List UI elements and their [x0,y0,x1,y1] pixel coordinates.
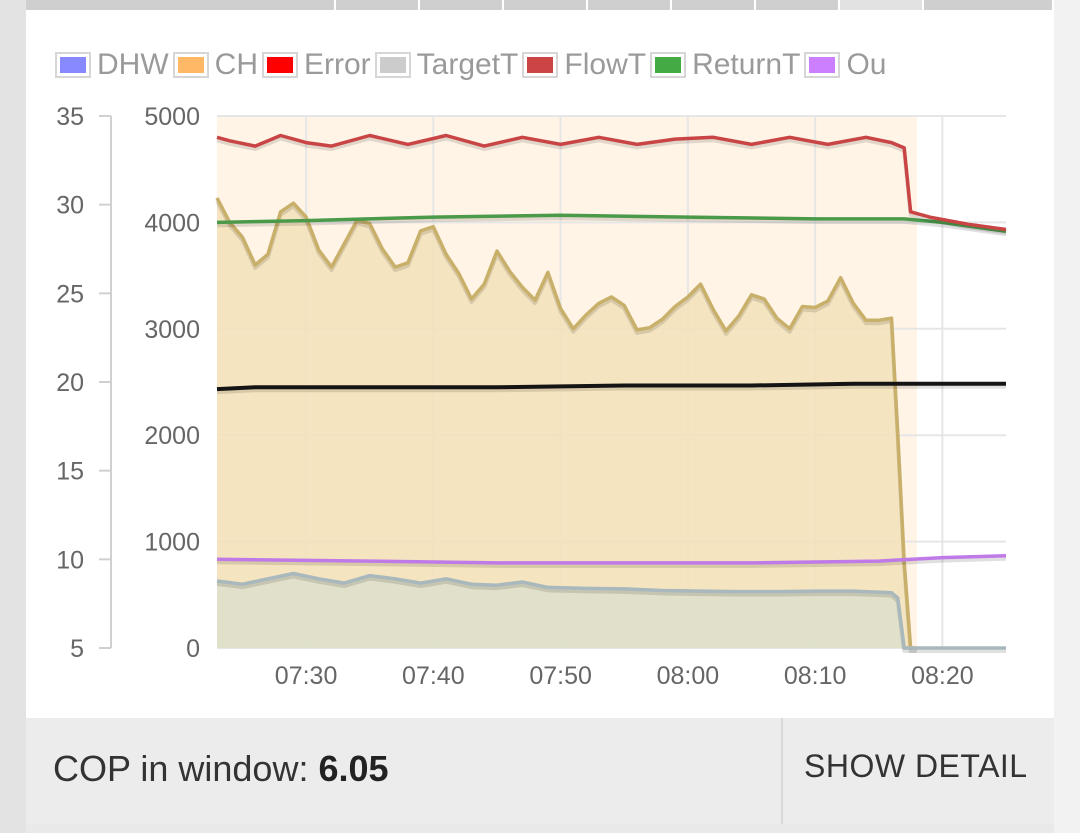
power-tick-label: 4000 [144,209,200,237]
left-tick-label: 30 [56,192,84,220]
footer-divider [781,718,783,824]
legend-swatch [650,52,687,78]
legend-item-error[interactable]: Error [262,48,371,82]
right-edge [1054,0,1080,833]
tab-segment[interactable] [336,0,420,10]
power-tick-label: 1000 [144,529,200,557]
legend-swatch [262,52,298,78]
tab-segment[interactable] [756,0,840,10]
line-shadow-target [216,384,1006,395]
legend-item-ch[interactable]: CH [172,48,258,82]
tab-segment[interactable] [588,0,672,10]
legend-label: Error [304,48,371,81]
legend-swatch [172,52,209,78]
tab-segment[interactable] [840,0,924,10]
line-heat [215,197,917,650]
legend-swatch [55,52,91,78]
legend-label: TargetT [416,48,519,81]
legend-item-targett[interactable]: TargetT [374,48,519,82]
line-outside [216,554,1007,565]
cop-value: 6.05 [318,748,389,789]
legend-label: ReturnT [692,48,801,81]
line-shadow-returnt [216,216,1007,237]
legend-swatch [804,52,841,78]
show-detail-button[interactable]: SHOW DETAIL [804,748,1028,784]
power-tick-label: 2000 [144,422,200,450]
line-shadow-outside [216,556,1007,568]
line-flowt [216,133,1007,232]
tab-segment[interactable] [26,0,336,10]
line-target [216,381,1006,392]
x-tick-label: 08:00 [657,662,720,690]
power-tick-label: 0 [186,635,200,663]
tab-segment[interactable] [504,0,588,10]
power-tick-label: 5000 [144,103,200,131]
legend-item-returnt[interactable]: ReturnT [650,48,800,82]
x-tick-label: 08:10 [784,662,847,690]
tab-segment[interactable] [672,0,756,10]
energy-chart: 35 30 25 20 15 10 5 5000 4000 3000 2000 1000 0 07:30 0… [56,103,1007,690]
x-tick-label: 07:50 [529,662,592,690]
left-tick-label: 35 [56,103,84,131]
legend-item-flowt[interactable]: FlowT [522,48,646,82]
chart-legend: DHW CH Error TargetT FlowT ReturnT Ou [55,48,1028,84]
tab-segment[interactable] [420,0,504,10]
left-tick-label: 20 [56,369,84,397]
tab-segment[interactable] [924,0,1054,10]
left-tick-label: 15 [56,458,84,486]
legend-label: CH [214,48,258,81]
left-tick-label: 5 [70,635,84,663]
legend-swatch [522,52,559,78]
footer-bar: COP in window: 6.05 SHOW DETAIL [26,718,1054,824]
left-tick-label: 10 [56,546,84,574]
cop-label: COP in window: [53,748,319,789]
power-tick-label: 3000 [144,316,200,344]
left-edge [0,0,26,833]
legend-label: FlowT [564,48,647,81]
tab-strip [26,0,1054,10]
x-tick-label: 08:20 [911,662,974,690]
area-heat [217,197,917,648]
legend-item-ou[interactable]: Ou [804,48,886,82]
x-tick-label: 07:40 [402,662,465,690]
line-shadow-electric [216,574,1006,653]
legend-swatch [374,52,411,78]
legend-label: Ou [846,48,887,81]
legend-label: DHW [97,48,169,81]
left-tick-label: 25 [56,280,84,308]
line-shadow-flowt [216,136,1007,235]
line-returnt [216,213,1007,234]
legend-item-dhw[interactable]: DHW [55,48,169,82]
cop-summary: COP in window: 6.05 [53,748,389,790]
line-electric [216,571,1006,650]
x-tick-label: 07:30 [275,662,338,690]
